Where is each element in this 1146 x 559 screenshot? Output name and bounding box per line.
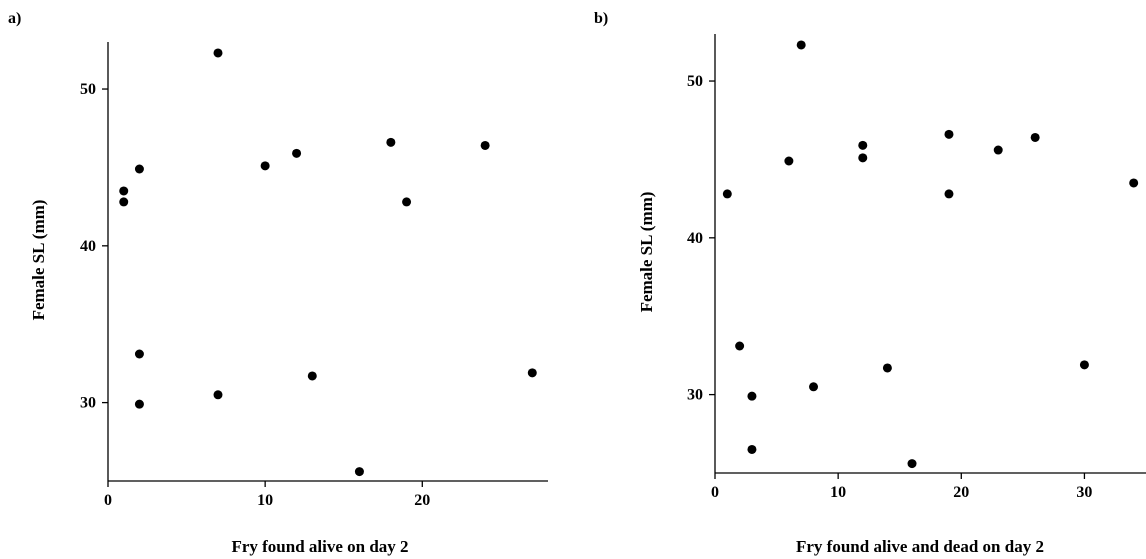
panel-b-data-point	[858, 140, 868, 150]
panel-b-x-tick-label: 0	[711, 484, 719, 501]
panel-a-y-tick-label: 40	[80, 238, 96, 255]
panel-a-data-point	[260, 161, 270, 171]
panel-a-x-tick-label: 10	[257, 492, 273, 509]
panel-a-data-point	[527, 368, 537, 378]
panel-b-data-point	[944, 189, 954, 199]
panel-b-data-point	[747, 444, 757, 454]
panel-b-y-tick-label: 30	[687, 387, 703, 404]
panel-b-data-point	[796, 40, 806, 50]
panel-b-x-tick-label: 30	[1076, 484, 1092, 501]
panel-a-ticks: 0 10 20 30 40 50	[80, 81, 430, 509]
panel-a-data-point	[134, 164, 144, 174]
panel-b-data-point	[809, 382, 819, 392]
panel-b-x-tick-label: 20	[953, 484, 969, 501]
panel-a-x-tick-label: 20	[414, 492, 430, 509]
panel-b-data-point	[722, 189, 732, 199]
panel-b-ticks: 0 10 20 30 30 40 50	[687, 73, 1092, 501]
panel-a-data-point	[134, 399, 144, 409]
panel-b-data-point	[747, 391, 757, 401]
panel-b-data-point	[882, 363, 892, 373]
panel-a-x-axis-title: Fry found alive on day 2	[231, 537, 408, 556]
panel-a-data-point	[402, 197, 412, 207]
panel-b-data-point	[735, 341, 745, 351]
panel-b-data-point	[1129, 178, 1139, 188]
panel-b-data-point	[907, 459, 917, 469]
panel-a-y-tick-label: 30	[80, 395, 96, 412]
panel-b-y-axis-title: Female SL (mm)	[637, 192, 656, 313]
panel-b-y-tick-label: 40	[687, 230, 703, 247]
panel-b-x-tick-label: 10	[830, 484, 846, 501]
panel-b-y-tick-label: 50	[687, 73, 703, 90]
panel-a-data-point	[354, 467, 364, 477]
panel-a-x-tick-label: 0	[104, 492, 112, 509]
panel-a-data-point	[307, 371, 317, 381]
panel-b-points	[722, 40, 1139, 469]
panel-a-y-axis-title: Female SL (mm)	[29, 200, 48, 321]
panel-a-data-point	[213, 48, 223, 58]
panel-a-data-point	[480, 140, 490, 150]
panel-b-data-point	[1079, 360, 1089, 370]
panel-a-data-point	[119, 186, 129, 196]
panel-a-label: a)	[8, 10, 21, 27]
panel-a-data-point	[213, 390, 223, 400]
panel-b-data-point	[1030, 132, 1040, 142]
panel-a-data-point	[119, 197, 129, 207]
panel-b-data-point	[858, 153, 868, 163]
panel-a-data-point	[292, 148, 302, 158]
panel-b-data-point	[993, 145, 1003, 155]
panel-b-data-point	[784, 156, 794, 166]
panel-a-data-point	[134, 349, 144, 359]
panel-b-data-point	[944, 129, 954, 139]
panel-b: b) 0 10 20 30 30 40 50 Fry found alive and dea…	[594, 10, 1146, 556]
panel-a-points	[119, 48, 537, 477]
panel-b-x-axis-title: Fry found alive and dead on day 2	[796, 537, 1044, 556]
panel-b-label: b)	[594, 10, 608, 27]
panel-a-data-point	[386, 137, 396, 147]
panel-a-y-tick-label: 50	[80, 81, 96, 98]
